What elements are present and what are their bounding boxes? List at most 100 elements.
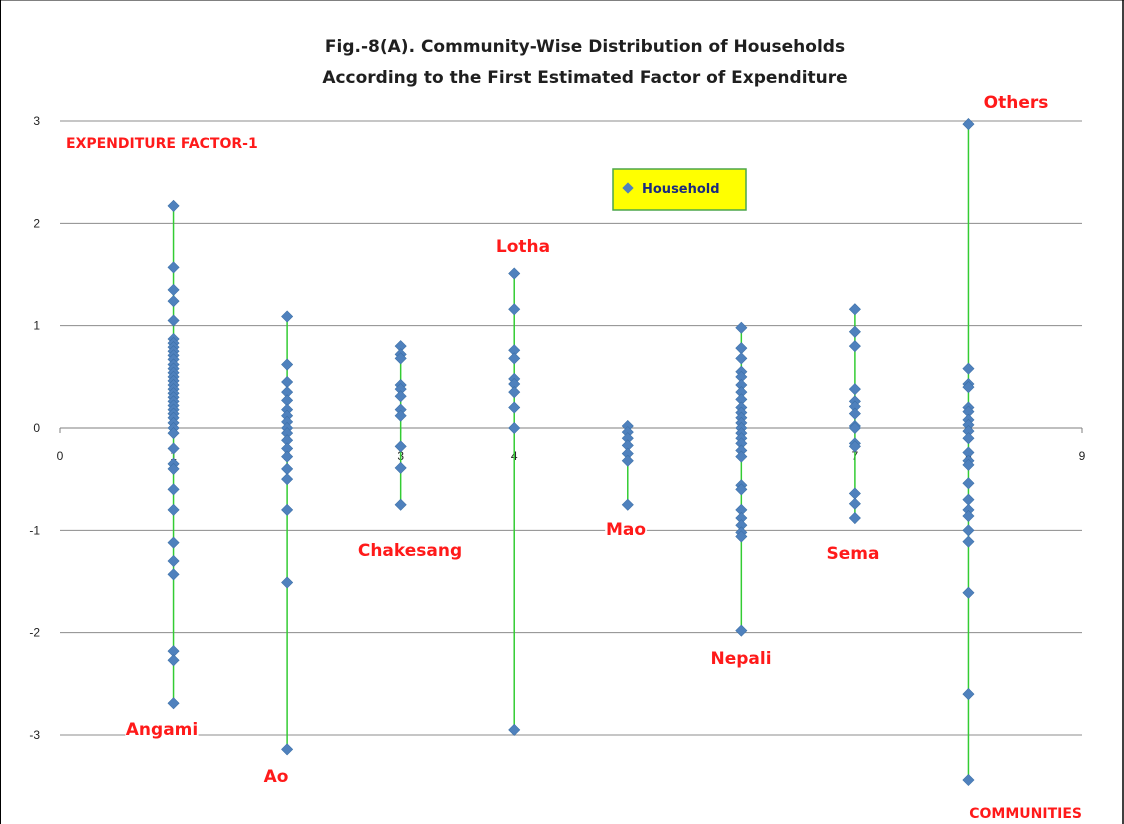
x-tick-label: 0: [57, 449, 64, 463]
community-label-nepali: Nepali: [710, 649, 771, 669]
data-point: [508, 401, 521, 414]
data-point: [167, 283, 180, 296]
data-point: [167, 427, 180, 440]
data-point: [735, 512, 748, 525]
legend: Household: [612, 168, 747, 211]
data-point: [962, 418, 975, 431]
data-point: [508, 421, 521, 435]
data-point: [281, 503, 294, 516]
data-point: [848, 487, 861, 500]
data-point: [167, 555, 180, 568]
chart-title-line-1: Fig.-8(A). Community-Wise Distribution o…: [325, 37, 845, 57]
data-point: [621, 498, 634, 511]
data-point: [962, 503, 975, 516]
data-point: [962, 425, 975, 438]
data-point: [167, 483, 180, 496]
data-point: [848, 407, 861, 420]
y-tick-label: -3: [29, 728, 40, 742]
data-point: [281, 403, 294, 416]
data-point: [281, 743, 294, 756]
data-point: [281, 358, 294, 371]
data-point: [167, 654, 180, 667]
data-point: [848, 421, 861, 435]
y-tick-label: 1: [33, 319, 40, 333]
community-labels: Angami Ao Chakesang Lotha Mao Nepali Sema Other…: [125, 91, 1053, 788]
data-point: [735, 444, 748, 457]
data-point: [167, 536, 180, 549]
data-point: [394, 461, 407, 474]
data-point: [394, 498, 407, 511]
data-point: [735, 321, 748, 334]
data-point: [962, 586, 975, 599]
data-point: [394, 340, 407, 353]
community-label-angami: Angami: [126, 720, 198, 740]
data-point: [621, 426, 634, 439]
y-tick-label: 0: [33, 421, 40, 435]
data-point: [962, 493, 975, 506]
data-point: [167, 697, 180, 710]
chart-title-line-2: According to the First Estimated Factor …: [322, 68, 847, 88]
data-point: [962, 524, 975, 537]
data-point: [735, 483, 748, 496]
y-tick-label: 3: [33, 114, 40, 128]
community-label-lotha: Lotha: [496, 237, 550, 257]
data-point: [508, 352, 521, 365]
data-point: [508, 723, 521, 736]
data-point: [508, 386, 521, 399]
data-point: [848, 340, 861, 353]
data-points: [167, 118, 975, 787]
gridlines: [60, 120, 1082, 736]
data-point: [394, 390, 407, 403]
data-point: [281, 576, 294, 589]
data-point: [962, 458, 975, 471]
data-point: [621, 447, 634, 460]
data-point: [281, 375, 294, 388]
x-tick-label: 9: [1079, 449, 1086, 463]
data-point: [167, 261, 180, 274]
x-axis-label: COMMUNITIES: [969, 806, 1082, 822]
data-point: [281, 394, 294, 407]
data-point: [508, 303, 521, 316]
data-point: [394, 409, 407, 422]
data-point: [962, 381, 975, 394]
community-label-bg: [826, 542, 880, 565]
community-label-others: Others: [984, 93, 1049, 113]
data-point: [735, 530, 748, 543]
data-point: [167, 199, 180, 212]
data-point: [962, 446, 975, 459]
data-point: [394, 383, 407, 396]
data-point: [735, 386, 748, 399]
data-point: [962, 405, 975, 418]
data-point: [735, 519, 748, 532]
data-point: [848, 440, 861, 453]
data-point: [167, 503, 180, 516]
data-point: [962, 118, 975, 131]
data-point: [508, 377, 521, 391]
data-point: [167, 645, 180, 658]
data-point: [281, 427, 294, 440]
community-label-bg: [125, 718, 199, 741]
data-point: [281, 310, 294, 323]
legend-label: Household: [642, 182, 720, 197]
community-label-bg: [357, 539, 463, 562]
data-point: [167, 295, 180, 308]
data-point: [735, 342, 748, 355]
data-point: [394, 403, 407, 416]
community-label-chakesang: Chakesang: [358, 541, 462, 561]
data-point: [962, 774, 975, 787]
data-point: [735, 393, 748, 406]
data-point: [848, 383, 861, 396]
data-point: [735, 624, 748, 637]
data-point: [962, 432, 975, 445]
data-point: [281, 442, 294, 455]
data-point: [281, 473, 294, 486]
community-label-bg: [704, 647, 778, 670]
y-tick-labels: 3 2 1 0 -1 -2 -3: [29, 114, 40, 742]
data-point: [621, 419, 634, 432]
data-point: [962, 477, 975, 490]
data-point: [848, 512, 861, 525]
legend-marker: [622, 182, 634, 194]
data-point: [848, 325, 861, 338]
community-label-bg: [491, 235, 555, 258]
